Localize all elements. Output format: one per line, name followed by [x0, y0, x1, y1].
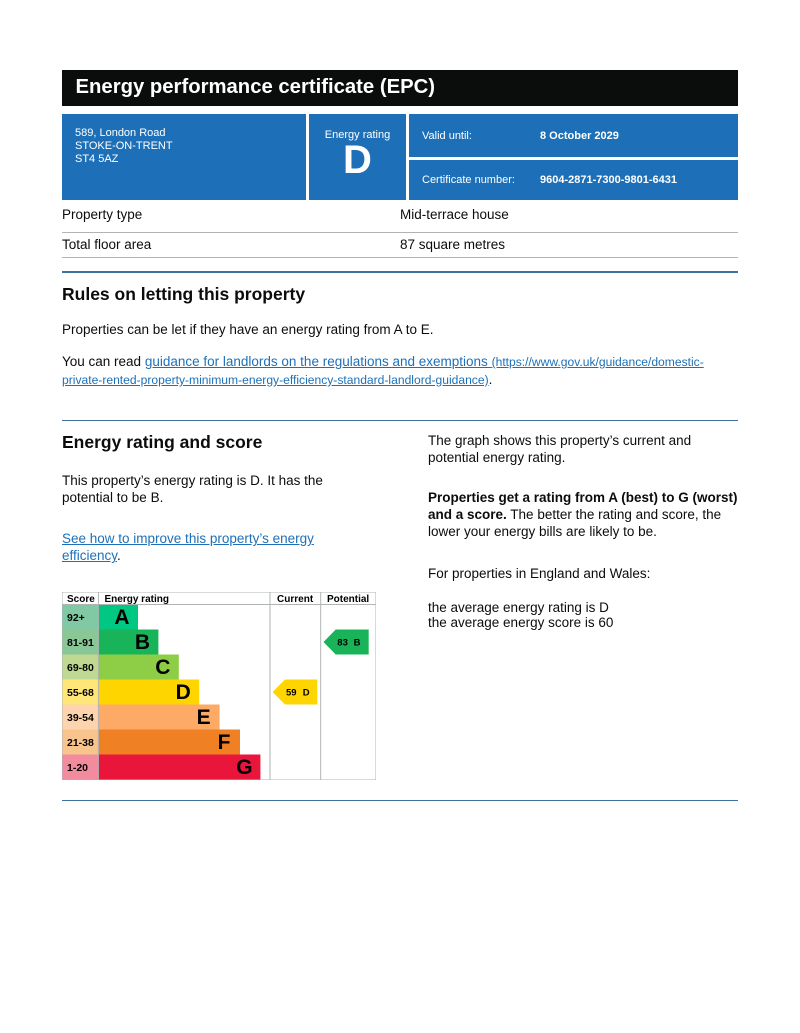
- svg-text:C: C: [155, 656, 170, 679]
- svg-text:D: D: [176, 681, 191, 704]
- svg-text:39-54: 39-54: [67, 712, 94, 724]
- svg-text:81-91: 81-91: [67, 637, 94, 649]
- svg-text:D: D: [303, 688, 310, 699]
- svg-text:B: B: [354, 638, 361, 649]
- svg-text:G: G: [236, 756, 252, 779]
- svg-text:1-20: 1-20: [67, 762, 88, 774]
- svg-text:B: B: [135, 631, 150, 654]
- svg-text:59: 59: [286, 688, 297, 699]
- svg-text:Score: Score: [67, 594, 95, 605]
- svg-text:F: F: [218, 731, 231, 754]
- svg-text:Potential: Potential: [327, 594, 369, 605]
- svg-text:83: 83: [337, 638, 348, 649]
- svg-text:92+: 92+: [67, 612, 85, 624]
- svg-text:Energy rating: Energy rating: [105, 594, 169, 605]
- svg-text:Current: Current: [277, 594, 314, 605]
- svg-text:55-68: 55-68: [67, 687, 94, 699]
- svg-text:E: E: [197, 706, 211, 729]
- svg-text:A: A: [114, 606, 129, 629]
- svg-text:21-38: 21-38: [67, 737, 94, 749]
- svg-text:69-80: 69-80: [67, 662, 94, 674]
